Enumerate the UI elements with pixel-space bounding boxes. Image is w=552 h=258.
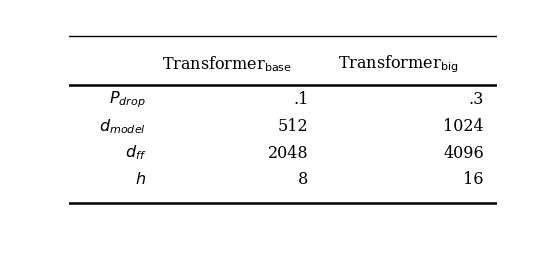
- Text: .3: .3: [469, 91, 484, 108]
- Text: 1024: 1024: [443, 118, 484, 135]
- Text: $d_{model}$: $d_{model}$: [99, 117, 146, 136]
- Text: 8: 8: [298, 172, 309, 188]
- Text: Transformer${_\mathrm{base}}$: Transformer${_\mathrm{base}}$: [162, 54, 293, 74]
- Text: 2048: 2048: [268, 145, 309, 162]
- Text: Transformer${_\mathrm{big}}$: Transformer${_\mathrm{big}}$: [338, 53, 459, 75]
- Text: 512: 512: [278, 118, 309, 135]
- Text: $h$: $h$: [135, 172, 146, 188]
- Text: $P_{drop}$: $P_{drop}$: [109, 89, 146, 110]
- Text: $d_{ff}$: $d_{ff}$: [125, 144, 146, 163]
- Text: 16: 16: [464, 172, 484, 188]
- Text: 4096: 4096: [443, 145, 484, 162]
- Text: .1: .1: [293, 91, 309, 108]
